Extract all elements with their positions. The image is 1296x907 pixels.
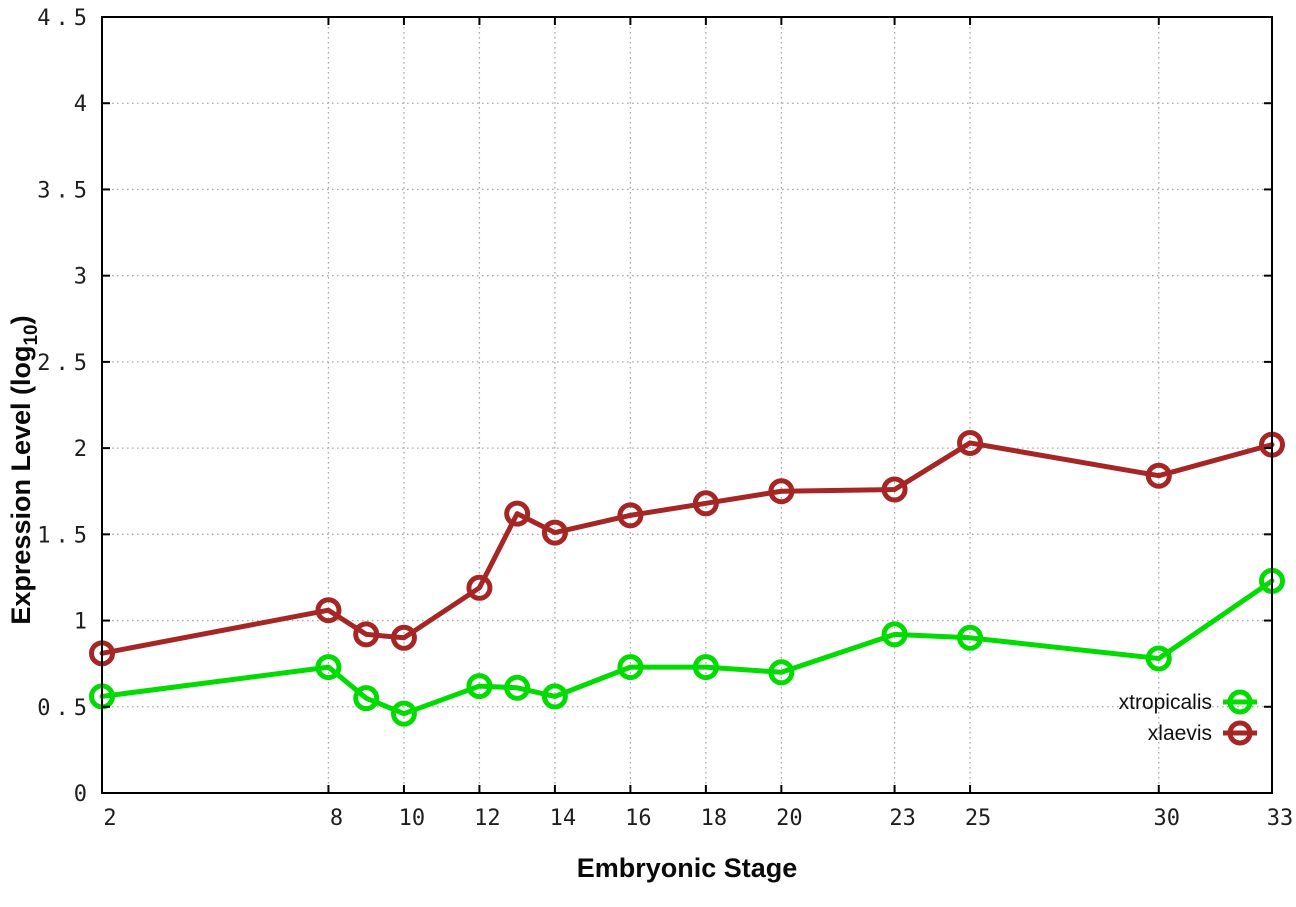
data-point-marker-xlaevis [957,429,984,456]
y-axis-title: Expression Level (log10) [6,315,42,624]
data-point-marker-xlaevis [466,574,493,601]
data-point-marker-xlaevis [881,476,908,503]
y-axis-title-close: ) [6,315,36,324]
grid-layer [102,17,1272,793]
data-point-marker-xtropicalis [692,654,719,681]
y-tick-label: 4.5 [37,6,92,31]
data-point-marker-xlaevis [768,478,795,505]
data-point-marker-xtropicalis [1145,645,1172,672]
y-tick-label: 0 [74,782,92,807]
data-point-marker-xtropicalis [390,700,417,727]
y-tick-label: 1 [74,610,92,635]
data-point-marker-xtropicalis [617,654,644,681]
data-point-marker-xtropicalis [353,685,380,712]
y-tick-label: 3 [74,265,92,290]
x-tick-label: 16 [625,806,652,831]
y-axis-title-subscript: 10 [21,324,42,345]
tick-label-layer: 2 8 10 12 14 16 18 20 23 25 30 33 0 0.5 1 1.5 2 2.5 3 3.5 4 4… [37,6,1293,831]
data-point-marker-xlaevis [353,621,380,648]
x-tick-label: 20 [776,806,803,831]
plot-border [101,16,1273,794]
data-point-marker-xtropicalis [541,683,568,710]
data-point-marker-xtropicalis [315,654,342,681]
y-axis-title-main: Expression Level (log [6,346,36,625]
data-point-marker-xlaevis [541,519,568,546]
y-tick-label: 2.5 [37,351,92,376]
data-point-marker-xlaevis [390,624,417,651]
x-axis-title: Embryonic Stage [577,853,798,883]
x-tick-label: 8 [330,806,343,831]
legend: xtropicalis xlaevis [1119,689,1257,746]
data-point-marker-xtropicalis [881,621,908,648]
x-tick-label: 33 [1267,806,1294,831]
y-tick-label: 0.5 [37,696,92,721]
x-tick-label: 12 [474,806,501,831]
legend-sample-marker-xlaevis [1227,720,1253,746]
series-line-xtropicalis [99,578,1275,717]
data-point-marker-xtropicalis [768,659,795,686]
legend-label-xlaevis: xlaevis [1148,722,1212,745]
data-point-marker-xlaevis [504,500,531,527]
series-line-xlaevis [99,440,1275,656]
y-tick-label: 4 [74,92,92,117]
x-tick-label: 18 [701,806,728,831]
data-point-marker-xlaevis [617,502,644,529]
data-point-marker-xlaevis [1145,462,1172,489]
x-tick-label: 30 [1154,806,1181,831]
x-tick-label: 10 [399,806,426,831]
axes-frame-layer [101,16,1273,794]
legend-label-xtropicalis: xtropicalis [1119,691,1212,714]
x-tick-label: 25 [965,806,992,831]
y-tick-label: 3.5 [37,178,92,203]
data-point-marker-xtropicalis [466,673,493,700]
data-point-marker-xlaevis [315,597,342,624]
data-point-marker-xtropicalis [957,624,984,651]
x-tick-label: 23 [889,806,916,831]
legend-sample-marker-xtropicalis [1227,689,1253,715]
data-point-marker-xlaevis [692,490,719,517]
x-tick-label: 14 [550,806,577,831]
data-point-marker-xtropicalis [504,674,531,701]
x-tick-label: 2 [103,806,116,831]
series-layer [89,429,1285,727]
y-tick-label: 2 [74,437,92,462]
y-tick-label: 1.5 [37,523,92,548]
